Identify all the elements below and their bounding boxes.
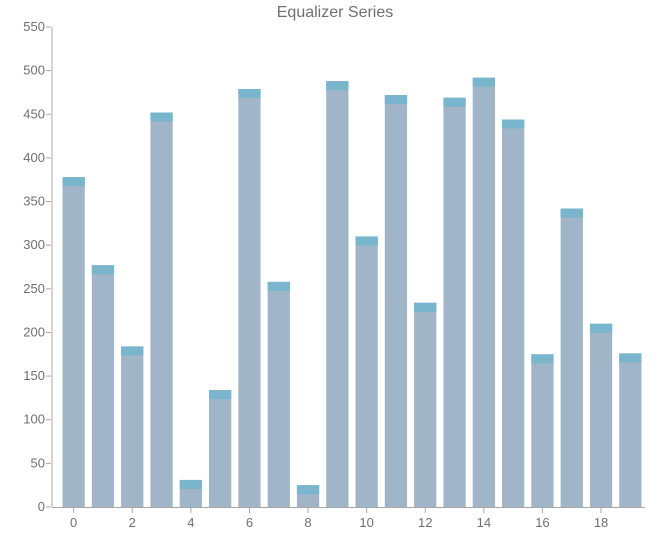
bar [560, 208, 583, 507]
bar-body [384, 95, 408, 507]
x-tick-label: 10 [359, 515, 373, 530]
bar-body [209, 390, 232, 507]
bar [150, 112, 173, 507]
bar [179, 479, 202, 507]
x-tick-label: 0 [70, 515, 77, 530]
bar [502, 119, 525, 507]
y-tick-label: 200 [23, 324, 45, 339]
y-tick-label: 300 [23, 237, 45, 252]
bar-cap [443, 97, 466, 107]
bar-cap [384, 95, 408, 105]
bar-body [326, 81, 349, 507]
bar-body [619, 353, 642, 507]
bar [238, 88, 261, 508]
y-tick-label: 450 [23, 106, 45, 121]
bar-body [472, 77, 495, 508]
bar-series [62, 77, 642, 508]
x-tick-label: 14 [477, 515, 491, 530]
bar-cap [472, 77, 495, 87]
bar-body [91, 265, 115, 507]
bar-cap [150, 112, 173, 122]
y-tick-label: 100 [23, 412, 45, 427]
y-tick-label: 400 [23, 150, 45, 165]
bar-body [414, 302, 437, 507]
x-tick-label: 16 [535, 515, 549, 530]
y-tick-label: 550 [23, 19, 45, 34]
bar-body [267, 281, 290, 507]
bar-cap [619, 353, 642, 363]
bar [414, 302, 437, 507]
bar-body [121, 346, 144, 507]
bar-cap [62, 177, 85, 187]
bar [589, 323, 613, 507]
bar [267, 281, 290, 507]
bar-cap [531, 354, 554, 364]
bar [531, 354, 554, 507]
bar [384, 95, 408, 507]
bar [91, 265, 115, 507]
bar-cap [121, 346, 144, 356]
bar-cap [414, 302, 437, 312]
bar [443, 97, 466, 507]
bar-body [238, 88, 261, 508]
bar-body [560, 208, 583, 507]
x-tick-label: 8 [304, 515, 311, 530]
bar [209, 390, 232, 507]
bar-cap [502, 119, 525, 129]
bar-body [355, 236, 378, 508]
x-tick-label: 18 [594, 515, 608, 530]
y-tick-label: 50 [31, 455, 45, 470]
y-tick-label: 350 [23, 194, 45, 209]
bar [296, 485, 320, 507]
bar-cap [179, 479, 202, 489]
bar [472, 77, 495, 508]
bar-body [502, 119, 525, 507]
x-tick-label: 2 [129, 515, 136, 530]
x-tick-label: 4 [187, 515, 194, 530]
bar-body [531, 354, 554, 507]
chart-title: Equalizer Series [277, 4, 394, 21]
x-tick-label: 12 [418, 515, 432, 530]
bar-cap [355, 236, 378, 246]
bar-cap [296, 485, 320, 495]
bar-cap [267, 281, 290, 291]
bar-cap [326, 81, 349, 91]
bar [121, 346, 144, 507]
bar-cap [238, 88, 261, 98]
y-tick-label: 500 [23, 63, 45, 78]
y-tick-label: 150 [23, 368, 45, 383]
bar-cap [560, 208, 583, 218]
bar-cap [209, 390, 232, 400]
bar-body [589, 323, 613, 507]
x-tick-label: 6 [246, 515, 253, 530]
bar [326, 81, 349, 507]
y-tick-label: 0 [38, 499, 45, 514]
bar-body [62, 177, 85, 508]
bar [619, 353, 642, 507]
x-axis: 0 2 4 6 8 10 12 14 16 18 [52, 507, 645, 530]
y-tick-label: 250 [23, 281, 45, 296]
bar-cap [589, 323, 613, 333]
bar-body [150, 112, 173, 507]
bar-cap [91, 265, 115, 275]
bar [355, 236, 378, 508]
bar [62, 177, 85, 508]
bar-body [443, 97, 466, 507]
y-axis: 0 50 100 150 200 250 300 350 400 450 500 550 [23, 19, 53, 514]
